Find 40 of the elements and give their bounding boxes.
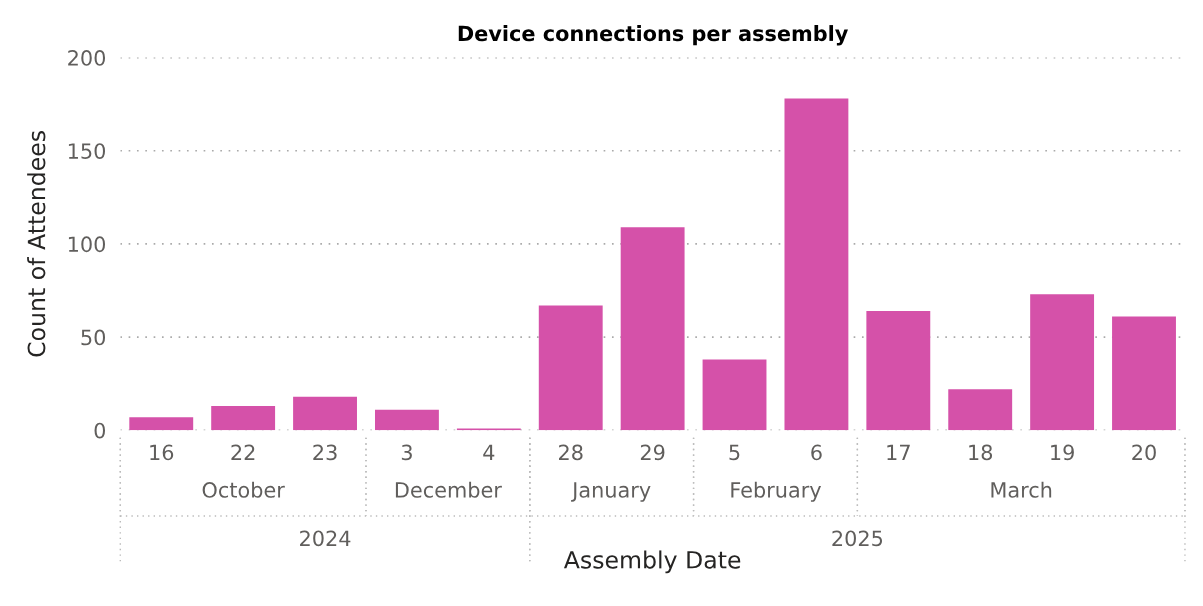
bar [375,409,439,431]
text: December [395,481,502,498]
text: 2025 [832,530,883,547]
text: 2024 [300,530,351,547]
x-tick-label: 29 [640,444,665,461]
text: March [991,481,1052,498]
y-tick-label: 100 [68,236,106,253]
bar [293,396,357,431]
x-axis-title: Assembly Date [563,550,741,574]
bar [211,406,276,431]
x-tick-label: 3 [401,444,412,461]
x-tick-label: 28 [559,444,583,461]
x-tick-label: 4 [483,444,495,460]
x-tick-label: 19 [1051,444,1074,461]
bar [1030,294,1095,431]
bar [948,389,1013,431]
y-tick-label: 200 [68,50,106,66]
x-tick-label: 20 [1132,444,1156,461]
text: January [571,482,651,502]
bar [866,311,931,431]
x-tick-label: 5 [729,444,740,461]
x-tick-label: 23 [313,444,337,461]
bar [784,98,849,431]
bar [620,227,685,431]
y-tick-label: 50 [81,329,106,346]
bar [702,359,767,431]
bar [1112,316,1176,431]
chart-title: Device connections per assembly [458,25,848,46]
bar [538,305,603,431]
y-tick-label: 0 [94,422,106,439]
text: October [202,481,285,498]
x-tick-label: 17 [887,444,910,460]
x-tick-label: 6 [811,444,822,461]
y-axis-title: Count of Attendees [27,131,46,357]
text: February [731,481,822,502]
x-tick-label: 18 [969,444,993,461]
x-tick-label: 16 [150,444,174,461]
y-tick-label: 150 [68,143,106,159]
x-tick-label: 22 [231,444,255,460]
bar [129,417,194,431]
